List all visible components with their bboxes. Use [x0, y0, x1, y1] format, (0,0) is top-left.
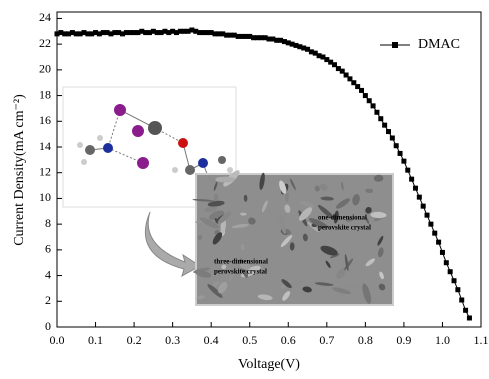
x-tick-label: 0.4 [204, 333, 219, 347]
sem-inset [192, 168, 393, 305]
annotation: perovskite crystal [214, 268, 267, 276]
y-tick-label: 22 [39, 36, 51, 50]
x-tick-label: 1.1 [474, 333, 489, 347]
marker [448, 269, 453, 274]
atom [137, 157, 149, 169]
legend-label: DMAC [418, 37, 460, 52]
y-tick-label: 10 [39, 190, 51, 204]
y-tick-label: 6 [45, 242, 51, 256]
atom [132, 125, 144, 137]
y-tick-label: 16 [39, 113, 51, 127]
x-tick-label: 0.6 [281, 333, 296, 347]
legend-marker [392, 42, 398, 48]
marker [428, 222, 433, 227]
marker [398, 151, 403, 156]
atom [114, 104, 126, 116]
atom [218, 156, 226, 164]
annotation: perovskite crystal [318, 224, 371, 232]
annotation: one-dimensional [318, 214, 367, 222]
marker [382, 123, 387, 128]
marker [405, 168, 410, 173]
marker [467, 316, 472, 321]
y-tick-label: 8 [45, 216, 51, 230]
x-axis-label: Voltage(V) [238, 357, 300, 372]
y-tick-label: 24 [39, 10, 51, 24]
atom [148, 121, 162, 135]
marker [401, 159, 406, 164]
x-tick-label: 0.7 [319, 333, 334, 347]
marker [440, 250, 445, 255]
atom [178, 138, 188, 148]
marker [371, 103, 376, 108]
x-tick-label: 0.9 [396, 333, 411, 347]
atom [97, 135, 103, 141]
x-tick-label: 0.8 [358, 333, 373, 347]
marker [452, 278, 457, 283]
y-tick-label: 0 [45, 319, 51, 333]
y-axis-label: Current Density(mA cm⁻²) [12, 94, 27, 246]
y-tick-label: 14 [39, 139, 51, 153]
sem-texture [240, 213, 246, 216]
x-tick-label: 0.1 [88, 333, 103, 347]
atom [85, 145, 95, 155]
y-tick-label: 4 [45, 267, 51, 281]
marker [394, 143, 399, 148]
arrow [145, 212, 200, 276]
marker [390, 136, 395, 141]
marker [409, 177, 414, 182]
marker [417, 195, 422, 200]
marker [374, 110, 379, 115]
marker [359, 88, 364, 93]
marker [432, 231, 437, 236]
atom [227, 167, 233, 173]
marker [425, 213, 430, 218]
y-tick-label: 20 [39, 62, 51, 76]
marker [421, 204, 426, 209]
x-tick-label: 0.0 [50, 333, 65, 347]
marker [459, 298, 464, 303]
atom [185, 165, 195, 175]
marker [378, 116, 383, 121]
marker [386, 129, 391, 134]
x-tick-label: 1.0 [435, 333, 450, 347]
marker [463, 308, 468, 313]
y-tick-label: 18 [39, 87, 51, 101]
atom [81, 159, 87, 165]
x-tick-label: 0.5 [242, 333, 257, 347]
y-tick-label: 12 [39, 164, 51, 178]
y-tick-label: 2 [45, 293, 51, 307]
marker [367, 98, 372, 103]
atom [198, 158, 208, 168]
marker [436, 240, 441, 245]
atom [77, 142, 83, 148]
x-tick-label: 0.2 [127, 333, 142, 347]
annotation: three-dimensional [214, 258, 268, 266]
chart: one-dimensional perovskite crystal three… [0, 0, 489, 379]
atom [172, 167, 178, 173]
marker [363, 93, 368, 98]
marker [444, 260, 449, 265]
marker [413, 186, 418, 191]
atom [103, 143, 113, 153]
marker [455, 287, 460, 292]
x-tick-label: 0.3 [165, 333, 180, 347]
